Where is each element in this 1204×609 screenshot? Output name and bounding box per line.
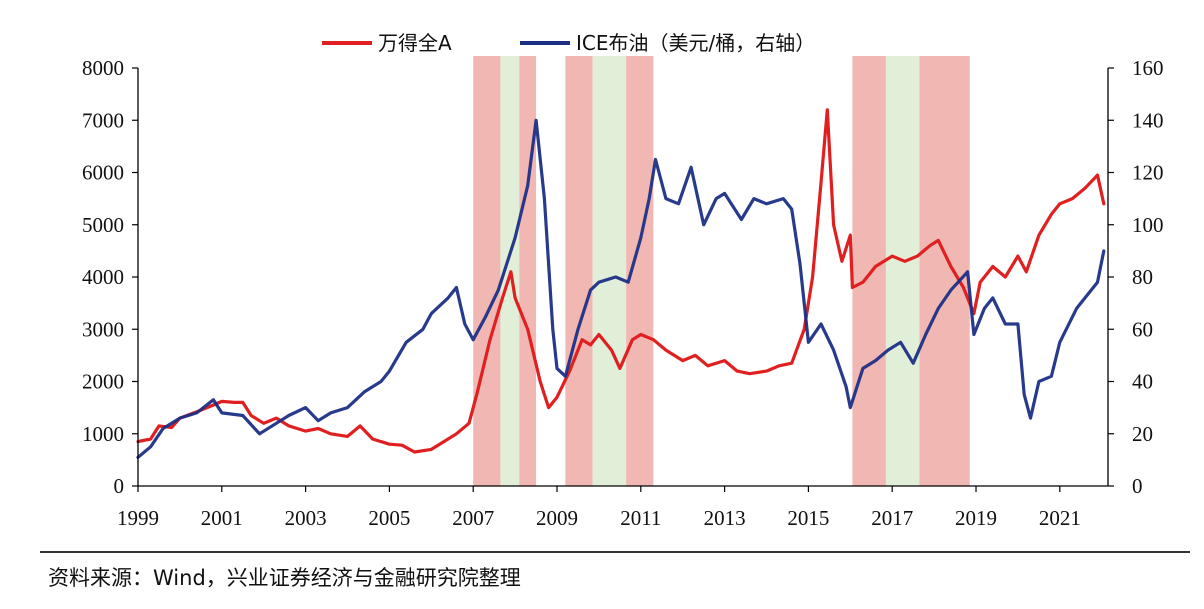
- shaded-periods: [473, 56, 970, 486]
- x-tick-label-10: 2019: [955, 506, 997, 530]
- x-tick-label-7: 2013: [704, 506, 746, 530]
- x-tick-label-3: 2005: [368, 506, 410, 530]
- series-layer: [136, 108, 1106, 459]
- source-divider: [40, 551, 1190, 553]
- shaded-period-4: [592, 56, 627, 486]
- left-tick-label-6: 6000: [82, 161, 124, 185]
- legend: 万得全A ICE布油（美元/桶，右轴）: [322, 31, 815, 55]
- left-tick-label-4: 4000: [82, 265, 124, 289]
- left-tick-label-8: 8000: [82, 56, 124, 80]
- left-tick-label-2: 2000: [82, 370, 124, 394]
- right-tick-label-1: 20: [1132, 422, 1153, 446]
- legend-label-1: ICE布油（美元/桶，右轴）: [576, 31, 815, 55]
- legend-label-0: 万得全A: [378, 31, 452, 55]
- right-tick-label-8: 160: [1132, 56, 1164, 80]
- right-tick-label-5: 100: [1132, 213, 1164, 237]
- shaded-period-3: [565, 56, 593, 486]
- x-tick-label-6: 2011: [620, 506, 661, 530]
- chart: 0 1000 2000 3000 4000 5000 6000 7000 8000 0 20 40 60…: [82, 31, 1164, 530]
- left-tick-label-5: 5000: [82, 213, 124, 237]
- source-note: 资料来源：Wind，兴业证券经济与金融研究院整理: [48, 566, 521, 590]
- right-tick-label-3: 60: [1132, 317, 1153, 341]
- shaded-period-7: [885, 56, 920, 486]
- shaded-period-8: [919, 56, 970, 486]
- left-tick-label-3: 3000: [82, 317, 124, 341]
- axes: 0 1000 2000 3000 4000 5000 6000 7000 8000 0 20 40 60…: [82, 56, 1164, 530]
- x-tick-label-8: 2015: [787, 506, 829, 530]
- left-tick-label-0: 0: [114, 474, 125, 498]
- series-line-1: [136, 118, 1106, 459]
- right-tick-label-7: 140: [1132, 108, 1164, 132]
- x-tick-label-11: 2021: [1039, 506, 1081, 530]
- x-tick-label-0: 1999: [117, 506, 159, 530]
- left-tick-label-7: 7000: [82, 108, 124, 132]
- x-tick-label-4: 2007: [452, 506, 494, 530]
- right-tick-label-4: 80: [1132, 265, 1153, 289]
- x-tick-label-5: 2009: [536, 506, 578, 530]
- right-tick-label-6: 120: [1132, 161, 1164, 185]
- shaded-period-2: [519, 56, 537, 486]
- x-tick-label-9: 2017: [871, 506, 913, 530]
- right-tick-label-0: 0: [1132, 474, 1143, 498]
- right-tick-label-2: 40: [1132, 370, 1153, 394]
- series-line-0: [136, 108, 1106, 454]
- x-tick-label-2: 2003: [285, 506, 327, 530]
- shaded-period-0: [473, 56, 501, 486]
- shaded-period-6: [852, 56, 886, 486]
- x-tick-label-1: 2001: [201, 506, 243, 530]
- left-tick-label-1: 1000: [82, 422, 124, 446]
